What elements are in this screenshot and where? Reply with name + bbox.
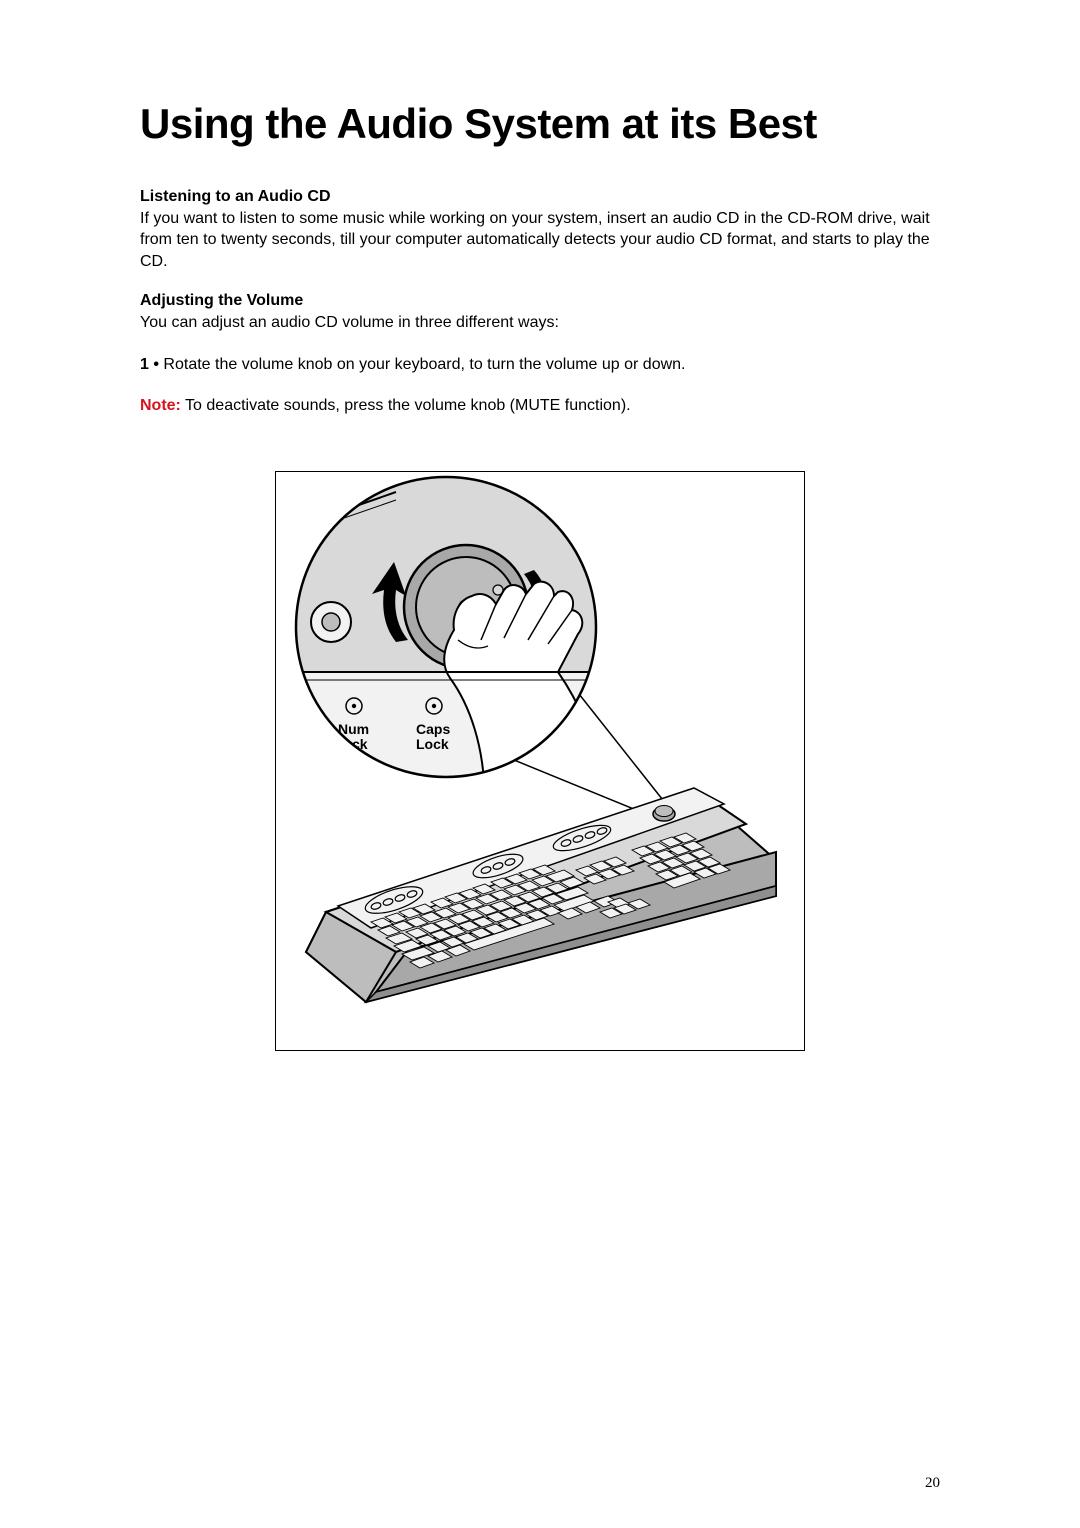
page-number: 20 (925, 1475, 940, 1492)
step-1-number: 1 (140, 356, 149, 373)
note-text: To deactivate sounds, press the volume k… (181, 397, 631, 414)
step-1-text: Rotate the volume knob on your keyboard,… (159, 356, 686, 373)
callout-circle: Num ck Caps Lock (296, 477, 598, 782)
heading-listening: Listening to an Audio CD (140, 186, 940, 208)
label-lock: Lock (416, 736, 449, 752)
section-adjusting: Adjusting the Volume You can adjust an a… (140, 290, 940, 333)
label-caps: Caps (416, 721, 450, 737)
figure-keyboard-volume: Num ck Caps Lock (275, 471, 805, 1051)
body-adjusting: You can adjust an audio CD volume in thr… (140, 312, 940, 334)
keyboard-illustration: Num ck Caps Lock (276, 472, 805, 1051)
keyboard-volume-knob (653, 805, 675, 821)
document-page: Using the Audio System at its Best Liste… (0, 0, 1080, 1528)
note-line: Note: To deactivate sounds, press the vo… (140, 395, 940, 417)
note-label: Note: (140, 397, 181, 414)
step-1: 1 • Rotate the volume knob on your keybo… (140, 354, 940, 376)
heading-adjusting: Adjusting the Volume (140, 290, 940, 312)
section-listening: Listening to an Audio CD If you want to … (140, 186, 940, 272)
body-listening: If you want to listen to some music whil… (140, 208, 940, 273)
page-title: Using the Audio System at its Best (140, 100, 940, 148)
keyboard-body (306, 788, 776, 1002)
